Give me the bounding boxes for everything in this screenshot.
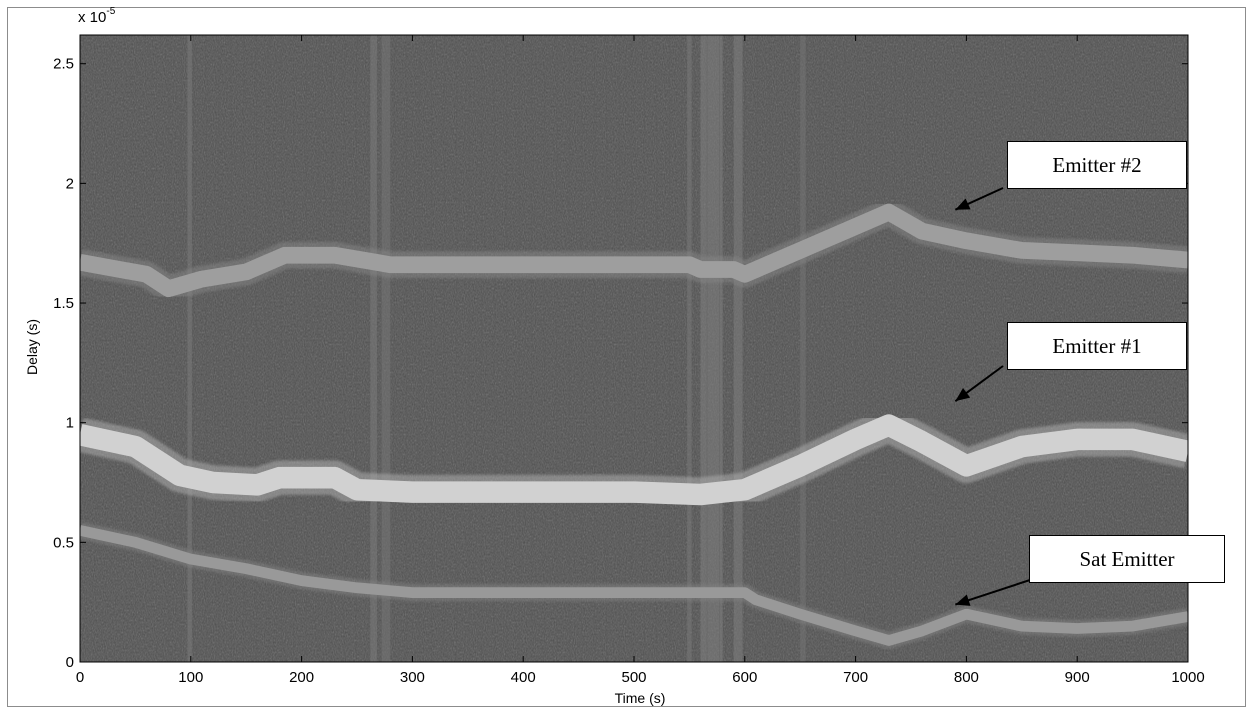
callout-sat-emitter: Sat Emitter: [1029, 535, 1225, 583]
vertical-stripe: [733, 35, 743, 662]
annotation-arrow-head: [955, 388, 971, 402]
x-tick-label: 400: [511, 669, 536, 686]
y-tick-label: 0: [66, 654, 74, 671]
y-axis-ticks: 0 0.5 1 1.5 2 2.5: [53, 56, 1188, 671]
callout-emitter-2: Emitter #2: [1007, 141, 1187, 189]
vertical-stripe: [370, 35, 377, 662]
emitter-trace-line: [80, 414, 1188, 506]
vertical-stripe: [687, 35, 692, 662]
x-tick-label: 0: [76, 669, 84, 686]
y-tick-label: 0.5: [53, 534, 74, 551]
y-tick-label: 1.5: [53, 295, 74, 312]
x-axis-ticks: 0 100 200 300 400 500 600 700 800 900 1000: [76, 35, 1205, 686]
y-multiplier-label: x 10-5: [78, 6, 116, 26]
vertical-stripe: [800, 35, 806, 662]
annotation-arrow-head: [955, 594, 971, 606]
y-tick-label: 2: [66, 175, 74, 192]
x-tick-label: 800: [954, 669, 979, 686]
x-tick-label: 500: [621, 669, 646, 686]
noise-texture: [80, 35, 1188, 662]
callout-emitter-1: Emitter #1: [1007, 322, 1187, 370]
x-tick-label: 100: [178, 669, 203, 686]
vertical-stripe: [187, 35, 192, 662]
plot-area: [80, 35, 1188, 662]
x-axis-label: Time (s): [615, 690, 666, 706]
figure-frame: [7, 7, 1246, 707]
emitter-trace-line: [80, 203, 1188, 298]
x-tick-label: 1000: [1171, 669, 1204, 686]
x-tick-label: 600: [732, 669, 757, 686]
x-tick-label: 900: [1065, 669, 1090, 686]
vertical-stripe: [381, 35, 391, 662]
x-tick-label: 200: [289, 669, 314, 686]
y-tick-label: 1: [66, 415, 74, 432]
x-tick-label: 300: [400, 669, 425, 686]
y-tick-label: 2.5: [53, 56, 74, 73]
y-axis-label: Delay (s): [24, 319, 40, 375]
emitter-traces: [80, 198, 1188, 650]
annotation-arrows: [954, 187, 1031, 606]
emitter-trace-line: [80, 525, 1188, 646]
annotation-arrow-head: [955, 198, 971, 210]
x-tick-label: 700: [843, 669, 868, 686]
